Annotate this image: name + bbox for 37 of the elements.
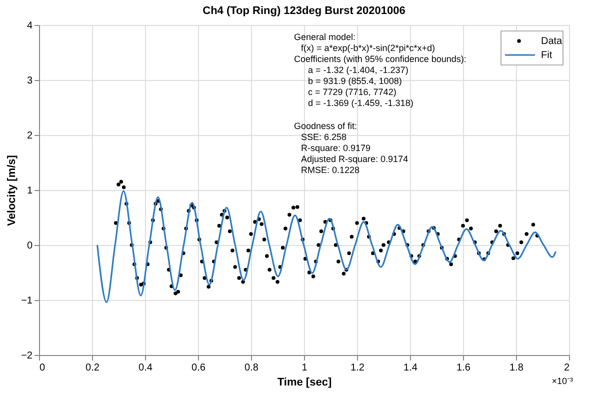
line-series bbox=[96, 190, 557, 303]
x-tick-label: 1.2 bbox=[350, 362, 365, 374]
x-tick-label: 1.8 bbox=[510, 362, 524, 374]
annotation: a = -1.32 (-1.404, -1.237) bbox=[308, 65, 408, 75]
legend-label: Data bbox=[541, 36, 563, 47]
legend-label: Fit bbox=[541, 50, 552, 61]
text: ×10⁻³ bbox=[552, 376, 573, 386]
x-tick-label: 0.6 bbox=[192, 362, 206, 374]
annotation: Goodness of fit: bbox=[294, 121, 358, 131]
x-tick-label: 2 bbox=[564, 362, 570, 374]
y-tick-label: 4 bbox=[26, 20, 33, 32]
y-tick-label: 3 bbox=[26, 76, 33, 86]
x-tick-label: 0 bbox=[40, 362, 46, 374]
annotation: d = -1.369 (-1.459, -1.318) bbox=[308, 98, 414, 108]
annotation: R-square: 0.9179 bbox=[301, 143, 371, 153]
annotation: b = 931.9 (855.4, 1008) bbox=[308, 76, 402, 86]
annotation: SSE: 6.258 bbox=[301, 132, 347, 142]
x-tick-label: 1 bbox=[302, 362, 308, 374]
y-tick-label: −1 bbox=[21, 296, 33, 306]
y-axis-title: Velocity [m/s] bbox=[6, 154, 18, 226]
chart-title: Ch4 (Top Ring) 123deg Burst 20201006 bbox=[202, 5, 406, 17]
annotation: General model: bbox=[294, 32, 356, 42]
y-tick-label: 2 bbox=[26, 130, 33, 142]
y-tick-label: −2 bbox=[21, 350, 33, 362]
annotation: c = 7729 (7716, 7742) bbox=[308, 87, 396, 97]
annotation: Adjusted R-square: 0.9174 bbox=[301, 154, 408, 164]
annotation: f(x) = a*exp(-b*x)*-sin(2*pi*c*x+d) bbox=[301, 43, 436, 53]
x-axis-title: Time [sec] bbox=[277, 376, 332, 388]
x-tick-label: 0.8 bbox=[244, 362, 259, 374]
x-tick-label: 0.4 bbox=[138, 362, 153, 374]
x-tick-label: 1.4 bbox=[404, 362, 418, 374]
x-tick-label: 1.6 bbox=[456, 362, 471, 374]
y-tick-label: 1 bbox=[26, 186, 33, 196]
x-tick-label: 0.2 bbox=[86, 362, 100, 374]
y-tick-label: 0 bbox=[26, 240, 33, 252]
annotation: RMSE: 0.1228 bbox=[301, 165, 360, 175]
annotation: Coefficients (with 95% confidence bounds): bbox=[294, 54, 466, 64]
